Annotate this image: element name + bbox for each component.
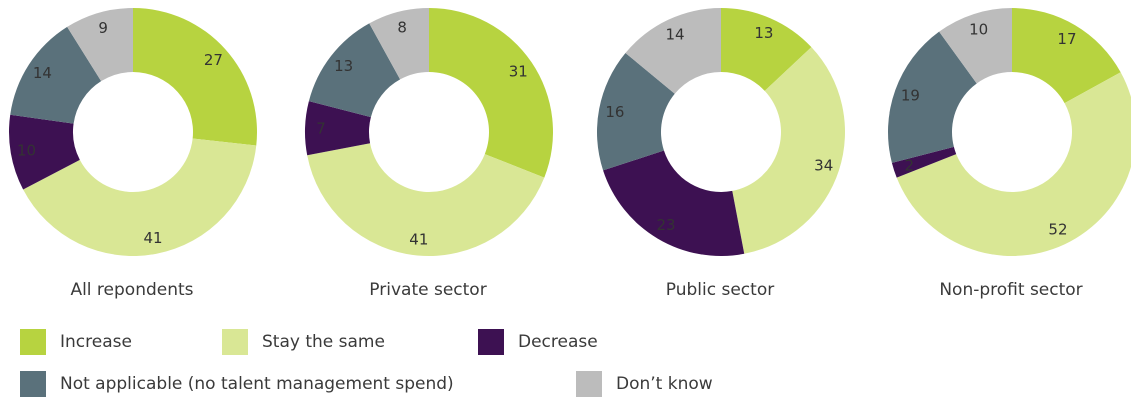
slice-non-profit-sector-stay_the_same (896, 72, 1131, 257)
legend-label-increase: Increase (60, 332, 132, 352)
value-label-all-repondents-dont_know: 9 (98, 19, 108, 37)
slice-all-repondents-increase (133, 8, 257, 146)
slice-private-sector-dont_know (369, 8, 429, 80)
legend-item-not-applicable: Not applicable (no talent management spe… (20, 371, 454, 397)
value-label-non-profit-sector-increase: 17 (1057, 30, 1076, 48)
value-label-all-repondents-increase: 27 (204, 51, 223, 69)
legend-item-decrease: Decrease (478, 329, 598, 355)
legend-label-decrease: Decrease (518, 332, 598, 352)
slice-public-sector-dont_know (625, 8, 721, 94)
chart-title-all-respondents: All repondents (70, 280, 194, 300)
value-label-public-sector-increase: 13 (754, 24, 773, 42)
legend-swatch-stay-the-same (222, 329, 248, 355)
value-label-public-sector-decrease: 23 (656, 216, 675, 234)
value-label-private-sector-increase: 31 (509, 62, 528, 80)
donut-public-sector: 13 34 23 16 14 (596, 8, 845, 256)
legend-label-stay-the-same: Stay the same (262, 332, 385, 352)
slice-private-sector-stay_the_same (307, 143, 545, 257)
legend-item-increase: Increase (20, 329, 132, 355)
slice-private-sector-not_applicable (308, 23, 401, 118)
slice-all-repondents-stay_the_same (23, 138, 257, 256)
value-label-non-profit-sector-decrease: 2 (905, 156, 915, 174)
chart-title-private-sector: Private sector (369, 280, 487, 300)
slice-all-repondents-decrease (8, 114, 80, 190)
slice-public-sector-decrease (603, 150, 745, 256)
value-label-non-profit-sector-not_applicable: 19 (901, 86, 920, 104)
slice-all-repondents-dont_know (67, 8, 133, 82)
donut-all-repondents: 27 41 10 14 9 (8, 8, 257, 256)
value-label-private-sector-not_applicable: 13 (334, 57, 353, 75)
value-label-private-sector-decrease: 7 (316, 120, 326, 138)
slice-non-profit-sector-increase (1012, 8, 1121, 104)
legend-label-not-applicable: Not applicable (no talent management spe… (60, 374, 454, 394)
legend-swatch-dont-know (576, 371, 602, 397)
slice-public-sector-increase (721, 8, 812, 91)
legend-item-stay-the-same: Stay the same (222, 329, 385, 355)
value-label-public-sector-not_applicable: 16 (605, 103, 624, 121)
legend-swatch-increase (20, 329, 46, 355)
chart-title-public-sector: Public sector (665, 280, 775, 300)
value-label-public-sector-dont_know: 14 (665, 25, 684, 43)
legend-item-dont-know: Don’t know (576, 371, 713, 397)
legend-swatch-not-applicable (20, 371, 46, 397)
donut-private-sector: 31 41 7 13 8 (305, 8, 553, 257)
slice-private-sector-decrease (305, 101, 371, 156)
value-label-all-repondents-decrease: 10 (17, 141, 36, 159)
value-label-non-profit-sector-dont_know: 10 (969, 20, 988, 38)
slice-non-profit-sector-not_applicable (888, 31, 977, 163)
value-label-all-repondents-not_applicable: 14 (33, 64, 52, 82)
slice-non-profit-sector-dont_know (939, 8, 1012, 84)
slice-all-repondents-not_applicable (10, 26, 102, 124)
chart-title-non-profit-sector: Non-profit sector (939, 280, 1083, 300)
value-label-public-sector-stay_the_same: 34 (814, 156, 833, 174)
slice-public-sector-stay_the_same (732, 47, 845, 254)
value-label-private-sector-dont_know: 8 (397, 18, 407, 36)
slice-private-sector-increase (429, 8, 553, 178)
legend-swatch-decrease (478, 329, 504, 355)
slice-public-sector-not_applicable (596, 52, 675, 171)
donut-charts: 27 41 10 14 9 31 41 7 13 8 13 34 23 16 14 17 52 2 19 10 (8, 8, 1131, 257)
value-label-non-profit-sector-stay_the_same: 52 (1048, 221, 1067, 239)
value-label-private-sector-stay_the_same: 41 (409, 231, 428, 249)
slice-non-profit-sector-decrease (891, 146, 957, 178)
legend-label-dont-know: Don’t know (616, 374, 713, 394)
donut-non-profit-sector: 17 52 2 19 10 (888, 8, 1131, 257)
value-label-all-repondents-stay_the_same: 41 (143, 229, 162, 247)
